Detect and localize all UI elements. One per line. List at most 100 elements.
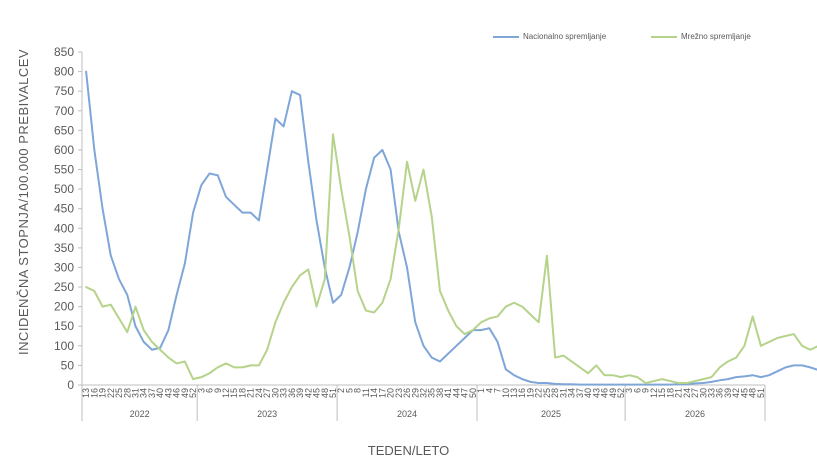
x-tick-label: 23 (394, 388, 404, 398)
x-tick-label: 14 (369, 388, 379, 398)
x-tick-label: 45 (312, 388, 322, 398)
x-tick-label: 28 (122, 388, 132, 398)
x-tick-label: 30 (270, 388, 280, 398)
y-tick-label: 0 (67, 378, 74, 392)
x-tick-label: 46 (172, 388, 182, 398)
x-tick-label: 21 (674, 388, 684, 398)
y-tick-label: 850 (54, 45, 74, 59)
legend-item-network: Mrežno spremljanje (651, 32, 751, 41)
x-tick-label: 18 (237, 388, 247, 398)
x-tick-label: 39 (295, 388, 305, 398)
x-tick-label: 8 (353, 388, 363, 393)
x-tick-label: 27 (262, 388, 272, 398)
x-tick-label: 12 (221, 388, 231, 398)
x-axis-label: TEDEN/LETO (367, 443, 450, 458)
x-tick-label: 24 (254, 388, 264, 398)
x-tick-label: 30 (698, 388, 708, 398)
x-tick-label: 31 (130, 388, 140, 398)
y-axis: 0 50 100 150 200 250 300 350 400 450 500 550 600 650 7… (54, 45, 83, 392)
x-tick-label: 1 (476, 388, 486, 393)
y-axis-label: INCIDENČNA STOPNJA/100.000 PREBIVALCEV (16, 48, 31, 355)
legend-item-national: Nacionalno spremljanje (493, 32, 606, 41)
x-tick-label: 3 (196, 388, 206, 393)
legend-label-network: Mrežno spremljanje (681, 32, 751, 41)
x-tick-label: 48 (748, 388, 758, 398)
x-tick-label: 36 (287, 388, 297, 398)
y-tick-label: 350 (54, 241, 74, 255)
x-year-label: 2022 (130, 409, 150, 419)
x-tick-label: 34 (567, 388, 577, 398)
series-line-network (85, 133, 817, 385)
x-tick-label: 33 (707, 388, 717, 398)
x-tick-label: 44 (451, 388, 461, 398)
x-tick-label: 25 (542, 388, 552, 398)
x-tick-label: 19 (98, 388, 108, 398)
x-tick-label: 39 (723, 388, 733, 398)
x-tick-label: 41 (443, 388, 453, 398)
x-tick-label: 33 (279, 388, 289, 398)
x-tick-label: 22 (106, 388, 116, 398)
y-tick-label: 250 (54, 280, 74, 294)
y-tick-label: 200 (54, 300, 74, 314)
x-year-label: 2024 (397, 409, 417, 419)
y-tick-label: 300 (54, 260, 74, 274)
series-group (85, 70, 817, 386)
x-tick-label: 34 (139, 388, 149, 398)
y-tick-label: 600 (54, 143, 74, 157)
x-tick-label: 50 (468, 388, 478, 398)
x-tick-label: 4 (484, 388, 494, 393)
x-tick-label: 49 (180, 388, 190, 398)
x-tick-label: 40 (155, 388, 165, 398)
y-tick-label: 800 (54, 65, 74, 79)
x-tick-label: 13 (509, 388, 519, 398)
x-tick-label: 11 (361, 388, 371, 397)
x-tick-label: 9 (641, 388, 651, 393)
y-tick-label: 150 (54, 319, 74, 333)
x-tick-label: 46 (600, 388, 610, 398)
x-tick-label: 17 (377, 388, 387, 398)
legend-swatch-network (651, 35, 677, 38)
y-tick-label: 500 (54, 182, 74, 196)
x-tick-label: 51 (328, 388, 338, 398)
x-tick-label: 48 (320, 388, 330, 398)
x-axis: 1316192225283134374043464952202236912151… (81, 384, 766, 421)
y-tick-label: 450 (54, 202, 74, 216)
x-tick-label: 24 (682, 388, 692, 398)
x-tick-label: 51 (756, 388, 766, 398)
y-tick-label: 100 (54, 339, 74, 353)
x-tick-label: 26 (402, 388, 412, 398)
x-tick-label: 10 (501, 388, 511, 398)
legend-swatch-national (493, 35, 519, 38)
x-tick-label: 16 (89, 388, 99, 398)
x-tick-label: 27 (690, 388, 700, 398)
x-tick-label: 3 (624, 388, 634, 393)
y-tick-label: 550 (54, 163, 74, 177)
x-tick-label: 42 (731, 388, 741, 398)
series-line-national (85, 70, 817, 386)
x-tick-label: 31 (558, 388, 568, 398)
x-tick-label: 19 (525, 388, 535, 398)
x-tick-label: 16 (517, 388, 527, 398)
x-tick-label: 6 (632, 388, 642, 393)
x-tick-label: 12 (649, 388, 659, 398)
x-tick-label: 43 (591, 388, 601, 398)
x-tick-label: 32 (419, 388, 429, 398)
x-tick-label: 36 (715, 388, 725, 398)
x-tick-label: 43 (163, 388, 173, 398)
x-tick-label: 45 (739, 388, 749, 398)
x-tick-label: 37 (147, 388, 157, 398)
y-tick-label: 50 (61, 358, 75, 372)
x-tick-label: 25 (114, 388, 124, 398)
x-tick-label: 49 (608, 388, 618, 398)
x-year-label: 2026 (685, 409, 705, 419)
x-tick-label: 20 (386, 388, 396, 398)
x-tick-label: 15 (657, 388, 667, 398)
x-tick-label: 29 (410, 388, 420, 398)
x-year-label: 2023 (257, 409, 277, 419)
x-tick-label: 7 (493, 388, 503, 393)
y-tick-label: 750 (54, 84, 74, 98)
x-tick-label: 6 (205, 388, 215, 393)
x-tick-label: 35 (427, 388, 437, 398)
y-tick-label: 650 (54, 123, 74, 137)
x-tick-label: 13 (81, 388, 91, 398)
